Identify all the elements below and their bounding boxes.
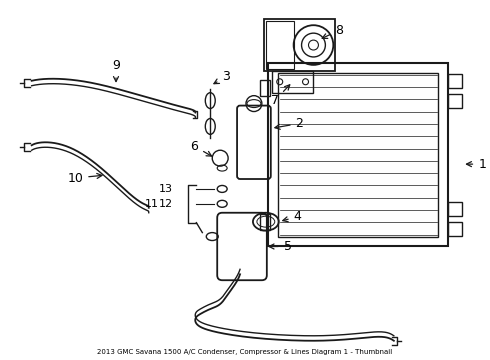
Text: 4: 4: [283, 210, 301, 223]
Text: 7: 7: [271, 85, 290, 107]
Bar: [272, 71, 314, 93]
Text: 5: 5: [269, 240, 292, 253]
Bar: [260, 80, 270, 96]
Bar: [448, 74, 462, 88]
Text: 10: 10: [68, 171, 102, 185]
Bar: [268, 63, 448, 247]
Text: 13: 13: [159, 184, 172, 194]
Bar: [260, 214, 270, 230]
Text: 3: 3: [214, 70, 230, 84]
Bar: [278, 73, 439, 237]
Text: 1: 1: [466, 158, 486, 171]
Text: 2: 2: [275, 117, 303, 130]
Bar: [266, 21, 294, 69]
Bar: [448, 222, 462, 235]
Text: 6: 6: [191, 140, 212, 156]
Text: 2013 GMC Savana 1500 A/C Condenser, Compressor & Lines Diagram 1 - Thumbnail: 2013 GMC Savana 1500 A/C Condenser, Comp…: [98, 348, 392, 355]
Bar: [448, 94, 462, 108]
Bar: [448, 202, 462, 216]
Text: 11: 11: [145, 199, 159, 209]
Text: 12: 12: [158, 199, 172, 209]
Text: 8: 8: [322, 24, 343, 39]
Text: 9: 9: [112, 59, 120, 82]
